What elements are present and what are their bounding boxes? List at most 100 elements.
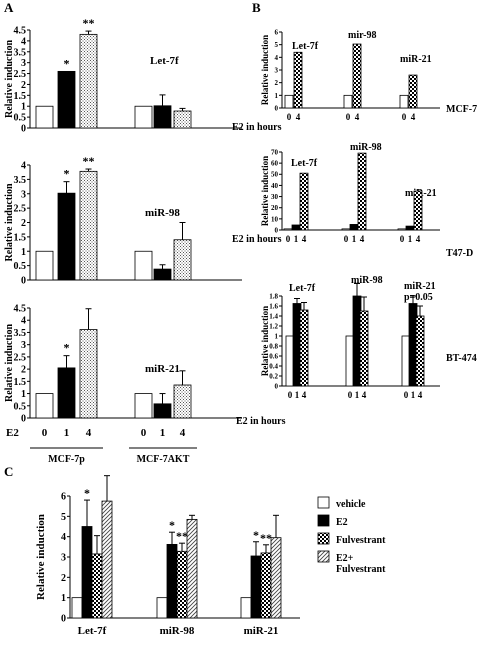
panel-a-xtick-label: 4 xyxy=(180,427,186,439)
panel-a-mir-21-ylabel: Relative induction xyxy=(4,324,15,402)
panel-b-t47-d-xtick-label: 4 xyxy=(416,234,421,244)
panel-b-bt-474-cell-line: BT-474 xyxy=(446,353,477,364)
panel-b-mcf-7-ytick-label: 1 xyxy=(275,92,279,100)
panel-b-bt-474-xtick-label: 0 xyxy=(348,390,353,400)
panel-c-ytick-label: 5 xyxy=(61,512,66,523)
panel-b-mcf-7-xtick-label: 0 xyxy=(287,112,292,122)
panel-c-sig-mark: * xyxy=(169,518,175,532)
panel-a-mir-98-ytick-label: 1 xyxy=(21,247,26,258)
panel-b-mcf-7-ylabel: Relative induction xyxy=(260,35,270,105)
panel-b-t47-d-bar-0-1 xyxy=(291,224,301,231)
panel-b-bt-474-group-title-1: miR-98 xyxy=(351,275,383,286)
panel-b-bt-474-group-title-0: Let-7f xyxy=(289,283,316,294)
panel-a-mir-21-ytick-label: 4 xyxy=(21,316,26,327)
panel-c-sig-mark: * xyxy=(253,528,259,542)
panel-c-category-label: miR-98 xyxy=(160,625,195,637)
panel-b-mcf-7-xtick-label: 0 xyxy=(346,112,351,122)
panel-a-xtick-label: 4 xyxy=(86,427,92,439)
panel-b-t47-d-bar-1-4 xyxy=(357,152,367,231)
panel-a-mir-98-ytick-label: 2 xyxy=(21,218,26,229)
panel-b-mcf-7-ytick-label: 3 xyxy=(275,66,279,74)
panel-a-mir-21-bar-mcf-7akt-1 xyxy=(153,403,172,419)
panel-b-mcf-7-ytick-label: 6 xyxy=(275,28,279,36)
legend-swatch-1 xyxy=(317,514,330,527)
panel-b-bt-474-ytick-label: 0.4 xyxy=(269,362,278,370)
panel-a-mir-21-ytick-label: 1.5 xyxy=(14,377,27,388)
panel-b-mcf-7-xtick-label: 4 xyxy=(411,112,416,122)
panel-c-ytick-label: 2 xyxy=(61,573,66,584)
panel-b-mcf-7-group-title-2: miR-21 xyxy=(400,54,432,65)
panel-a-let-7f-bar-mcf-7akt-4 xyxy=(173,110,192,129)
panel-b-t47-d-ytick-label: 10 xyxy=(271,215,279,223)
panel-b-mcf-7-xtick-label: 0 xyxy=(402,112,407,122)
legend-swatch-0 xyxy=(317,496,330,509)
panel-b-mcf-7-bar-0-0 xyxy=(284,94,294,109)
panel-b-t47-d-group-title-1: miR-98 xyxy=(350,142,382,153)
panel-c-bar-fulvestrant-let-7f xyxy=(91,553,103,619)
panel-c-ytick-label: 4 xyxy=(61,532,66,543)
panel-a-mir-21-bar-mcf-7akt-4 xyxy=(173,384,192,419)
panel-b-t47-d-ytick-label: 30 xyxy=(271,193,279,201)
panel-b-mcf-7-group-title-1: mir-98 xyxy=(348,30,377,41)
panel-a-mir-98-bar-mcf-7p-1 xyxy=(57,192,76,281)
panel-b-bt-474-ytick-label: 1.6 xyxy=(269,302,278,310)
panel-a-let-7f-sig-mark: * xyxy=(64,56,70,70)
panel-c-bar-e2-fulvestrant-mir-21 xyxy=(270,537,282,619)
panel-b-mcf-7-cell-line: MCF-7 xyxy=(446,104,477,115)
panel-a-mir-98-title: miR-98 xyxy=(145,207,180,219)
panel-a-let-7f-bar-mcf-7p-1 xyxy=(57,70,76,129)
panel-b-mcf-7-xlabel: E2 in hours xyxy=(232,122,282,133)
panel-c-ytick-label: 1 xyxy=(61,593,66,604)
panel-b-t47-d-xtick-label: 0 xyxy=(344,234,349,244)
panel-b-bt-474-xtick-label: 1 xyxy=(411,390,416,400)
panel-c-bar-e2-mir-21 xyxy=(250,555,262,619)
panel-a-let-7f-bar-mcf-7p-4 xyxy=(79,33,98,129)
panel-b-bt-474-ytick-label: 1 xyxy=(275,332,279,340)
panel-c-sig-mark: ** xyxy=(176,529,188,543)
panel-a-let-7f-ytick-label: 3.5 xyxy=(14,47,27,58)
panel-c-category-label: Let-7f xyxy=(78,625,107,637)
panel-c-ytick-label: 3 xyxy=(61,553,66,564)
panel-label-c: C xyxy=(4,464,13,479)
panel-a-let-7f-title: Let-7f xyxy=(150,55,179,67)
legend-label-2: Fulvestrant xyxy=(336,535,386,546)
panel-b-mcf-7-group-title-0: Let-7f xyxy=(292,41,319,52)
panel-a-mir-21-ytick-label: 0.5 xyxy=(14,401,27,412)
panel-a-let-7f-ytick-label: 4.5 xyxy=(14,26,27,37)
panel-b-bt-474-ylabel: Relative induction xyxy=(260,306,270,376)
panel-a-mir-21-bar-mcf-7p-4 xyxy=(79,329,98,419)
panel-a-group-label-mcf-7p: MCF-7p xyxy=(48,454,85,465)
panel-b-bt-474-ytick-label: 1.2 xyxy=(269,322,278,330)
panel-b-mcf-7-xtick-label: 4 xyxy=(355,112,360,122)
panel-b-t47-d-bar-2-1 xyxy=(405,225,415,231)
panel-a-mir-98-bar-mcf-7p-4 xyxy=(79,170,98,281)
panel-b-bt-474-xtick-label: 4 xyxy=(418,390,423,400)
panel-a-mir-98-ytick-label: 3.5 xyxy=(14,175,27,186)
panel-c-bar-e2-fulvestrant-mir-98 xyxy=(186,518,198,619)
panel-b-t47-d-bar-2-0 xyxy=(397,228,407,231)
panel-a-mir-98-bar-mcf-7akt-1 xyxy=(153,268,172,281)
panel-c-bar-e2-let-7f xyxy=(81,526,93,619)
panel-a-mir-21-ytick-label: 1 xyxy=(21,389,26,400)
panel-a-let-7f-ytick-label: 1.5 xyxy=(14,91,27,102)
panel-b-t47-d-ytick-label: 60 xyxy=(271,160,279,168)
panel-b-bt-474-group-title-2: miR-21 p=0.05 xyxy=(404,281,436,303)
panel-a-mir-98-ytick-label: 0 xyxy=(21,276,26,287)
panel-b-mcf-7-ytick-label: 4 xyxy=(275,54,279,62)
panel-c-bar-vehicle-let-7f xyxy=(71,597,83,619)
panel-b-t47-d-ytick-label: 50 xyxy=(271,171,279,179)
panel-c-bar-fulvestrant-mir-98 xyxy=(176,550,188,619)
panel-c-bar-e2-fulvestrant-let-7f xyxy=(101,500,113,619)
panel-c-bar-vehicle-mir-21 xyxy=(240,597,252,619)
panel-b-t47-d-ytick-label: 20 xyxy=(271,204,279,212)
panel-b-bt-474-xtick-label: 1 xyxy=(355,390,360,400)
panel-a-group-label-mcf-7akt: MCF-7AKT xyxy=(137,454,190,465)
panel-b-mcf-7-xtick-label: 4 xyxy=(296,112,301,122)
panel-label-a: A xyxy=(4,0,14,15)
panel-a-mir-98-ylabel: Relative induction xyxy=(4,183,15,261)
panel-b-bt-474-xtick-label: 0 xyxy=(404,390,409,400)
panel-b-t47-d-xtick-label: 0 xyxy=(400,234,405,244)
legend-swatch-2 xyxy=(317,532,330,545)
panel-a-let-7f-ytick-label: 4 xyxy=(21,36,26,47)
